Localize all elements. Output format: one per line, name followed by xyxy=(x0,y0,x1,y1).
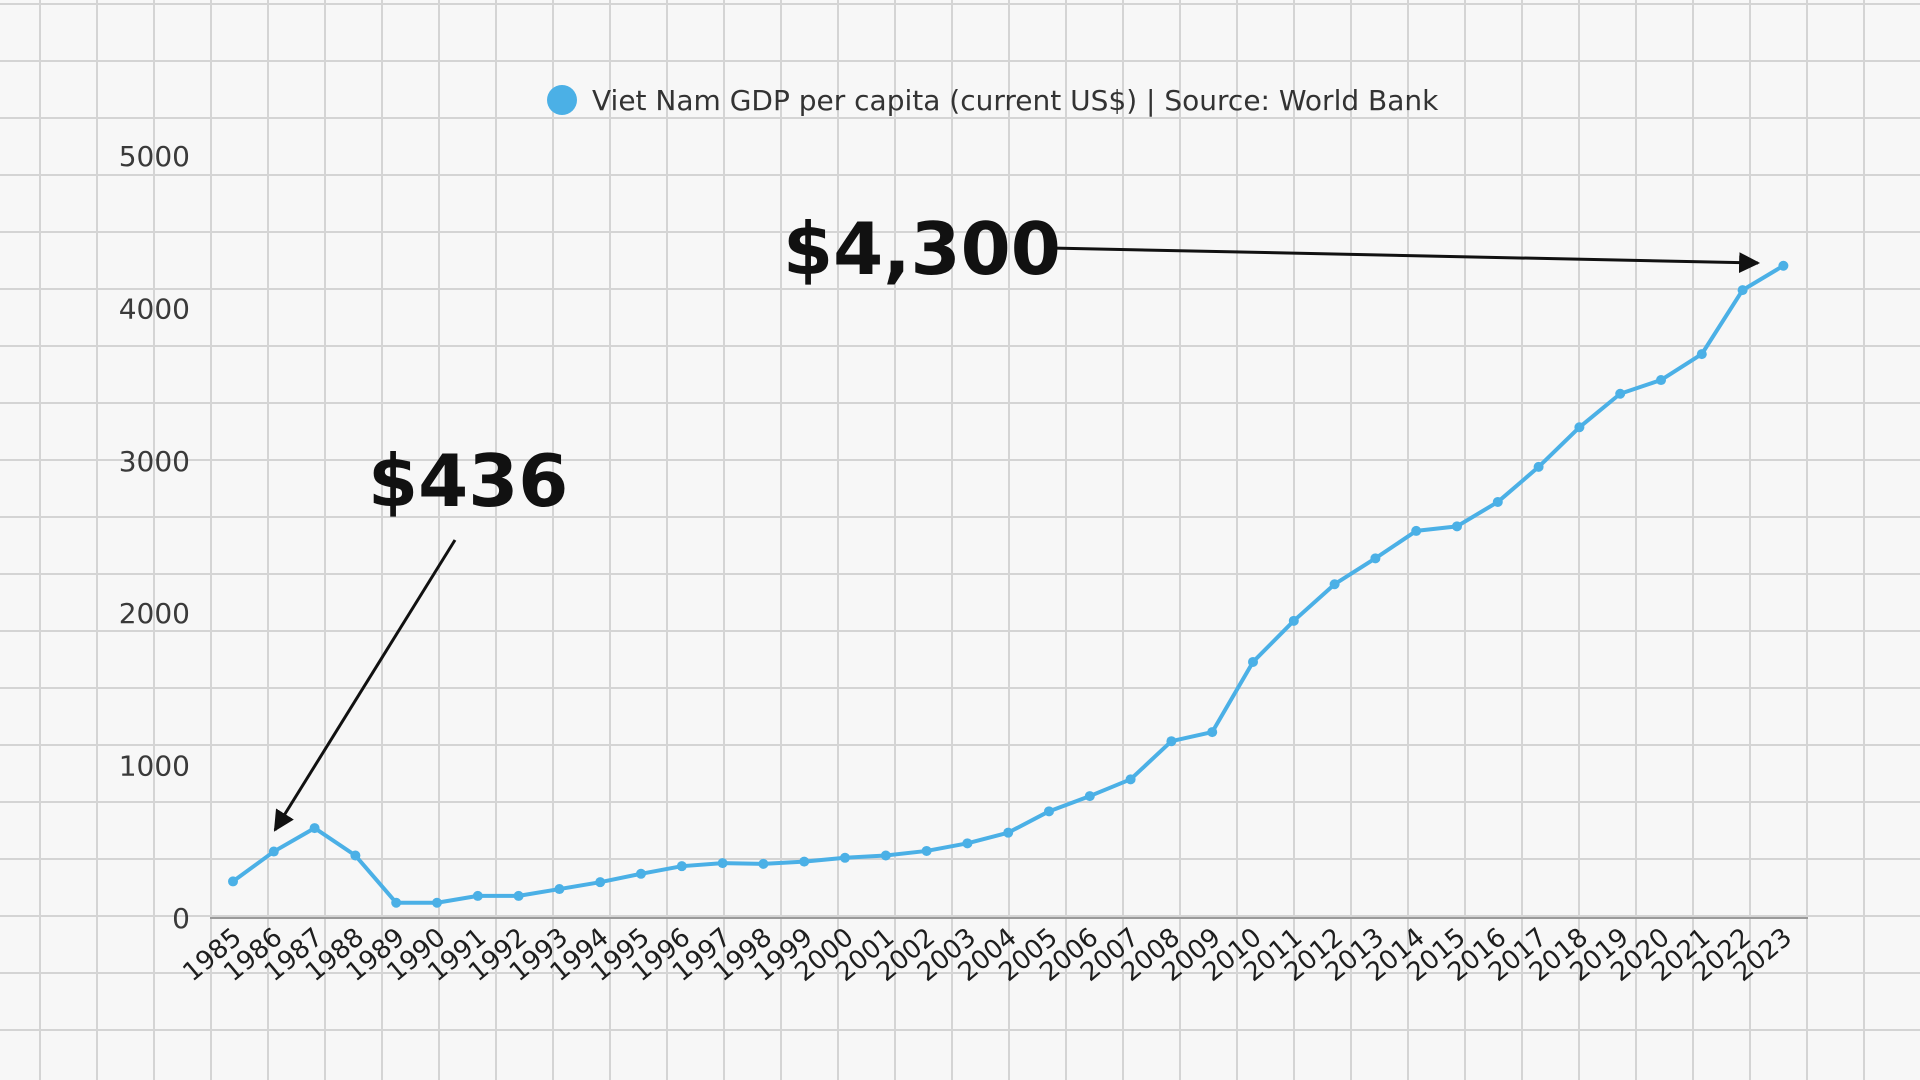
data-point-1998 xyxy=(758,858,769,869)
data-point-2021 xyxy=(1696,349,1707,360)
data-point-2020 xyxy=(1656,375,1666,386)
annotation-4300: $4,300 xyxy=(783,207,1061,291)
y-axis: 0 1000 2000 3000 4000 5000 xyxy=(119,140,1808,935)
data-point-2011 xyxy=(1288,615,1299,626)
data-point-2005 xyxy=(1044,806,1054,817)
y-tick-label-3000: 3000 xyxy=(119,445,190,478)
data-point-2004 xyxy=(1003,827,1014,838)
data-point-2006 xyxy=(1084,791,1095,802)
y-tick-label-1000: 1000 xyxy=(119,750,190,783)
legend-swatch xyxy=(547,85,577,115)
data-point-1988 xyxy=(350,850,361,861)
data-point-1989 xyxy=(391,897,402,908)
data-point-2016 xyxy=(1492,496,1503,507)
annotation-arrow-4300 xyxy=(1049,246,1761,274)
data-point-2012 xyxy=(1329,579,1340,590)
data-point-2018 xyxy=(1574,422,1585,433)
annotation-arrow-436 xyxy=(273,539,457,832)
data-point-1993 xyxy=(554,884,565,895)
data-point-1990 xyxy=(432,897,442,908)
data-point-2000 xyxy=(840,852,850,863)
data-point-1994 xyxy=(595,877,606,888)
data-point-2019 xyxy=(1615,388,1626,399)
data-point-2001 xyxy=(880,850,891,861)
data-point-1995 xyxy=(636,868,646,879)
data-point-2015 xyxy=(1452,521,1462,532)
data-point-2014 xyxy=(1411,525,1422,536)
x-axis: 1985198619871988198919901991199219931994… xyxy=(178,922,1798,988)
data-point-1987 xyxy=(309,823,320,834)
data-point-2008 xyxy=(1166,736,1177,747)
series-layer xyxy=(228,260,1789,908)
data-point-2013 xyxy=(1370,553,1381,564)
data-point-2023 xyxy=(1778,260,1789,271)
data-point-1992 xyxy=(513,890,524,901)
data-point-1991 xyxy=(472,890,483,901)
data-point-2010 xyxy=(1248,656,1258,667)
y-tick-label-4000: 4000 xyxy=(119,292,190,325)
data-point-1999 xyxy=(799,856,810,867)
legend: Viet Nam GDP per capita (current US$) | … xyxy=(547,84,1439,117)
annotations: $436 $4,300 xyxy=(273,207,1761,832)
data-point-2002 xyxy=(921,845,932,856)
data-point-1986 xyxy=(268,846,279,857)
legend-label: Viet Nam GDP per capita (current US$) | … xyxy=(592,84,1439,117)
data-point-2017 xyxy=(1533,461,1544,472)
y-tick-label-0: 0 xyxy=(172,902,190,935)
data-point-2009 xyxy=(1207,727,1218,738)
data-point-2007 xyxy=(1125,774,1136,785)
data-point-2003 xyxy=(962,838,973,849)
data-point-1996 xyxy=(676,861,687,872)
data-point-1997 xyxy=(717,858,728,869)
data-point-2022 xyxy=(1737,285,1748,296)
data-point-1985 xyxy=(228,876,238,887)
y-tick-label-5000: 5000 xyxy=(119,140,190,173)
annotation-436: $436 xyxy=(368,439,568,523)
y-tick-label-2000: 2000 xyxy=(119,597,190,630)
